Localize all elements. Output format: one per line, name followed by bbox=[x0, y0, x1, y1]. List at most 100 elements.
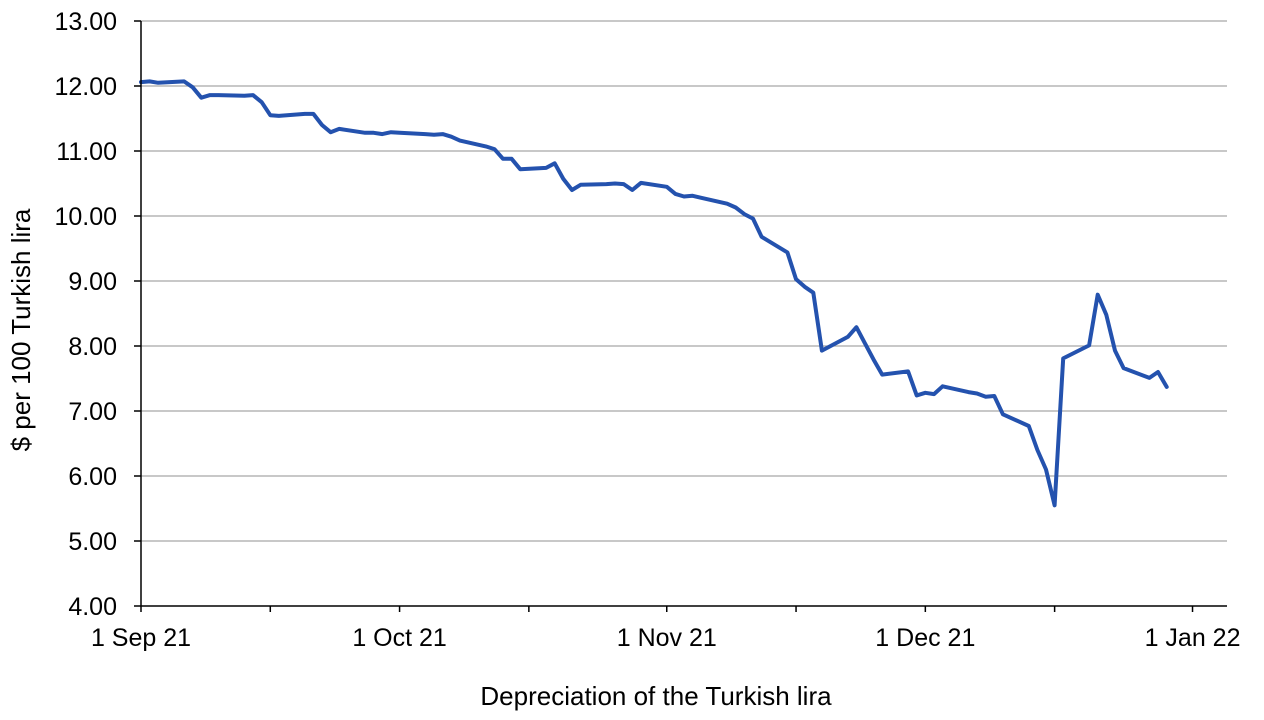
data-point bbox=[1044, 468, 1048, 471]
data-point bbox=[984, 395, 988, 399]
data-point bbox=[441, 132, 445, 136]
y-tick-label: 4.00 bbox=[68, 593, 117, 621]
data-point bbox=[389, 130, 393, 134]
data-point bbox=[380, 132, 384, 136]
data-point bbox=[863, 341, 867, 345]
data-point bbox=[1035, 448, 1039, 452]
axes bbox=[140, 21, 1227, 607]
y-axis-title: $ per 100 Turkish lira bbox=[6, 208, 36, 451]
data-point bbox=[613, 182, 617, 185]
data-point bbox=[742, 212, 746, 216]
data-point bbox=[492, 147, 496, 151]
data-point bbox=[854, 325, 858, 329]
data-point bbox=[484, 144, 488, 148]
gridlines bbox=[141, 20, 1227, 542]
data-point bbox=[751, 217, 755, 221]
data-point bbox=[1113, 349, 1117, 353]
x-tick-label: 1 Oct 21 bbox=[352, 624, 447, 652]
data-point bbox=[622, 182, 626, 186]
series-group bbox=[139, 79, 1169, 508]
data-point bbox=[518, 167, 522, 171]
data-point bbox=[251, 93, 255, 97]
data-point bbox=[260, 100, 264, 104]
data-point bbox=[363, 131, 367, 135]
y-tick-label: 11.00 bbox=[56, 138, 117, 166]
data-point bbox=[872, 358, 876, 362]
y-tick-label: 10.00 bbox=[54, 203, 117, 231]
data-point bbox=[1096, 293, 1100, 297]
data-point bbox=[579, 183, 583, 187]
data-point bbox=[320, 123, 324, 127]
data-point bbox=[458, 139, 462, 143]
data-point bbox=[423, 132, 427, 136]
data-point bbox=[691, 194, 695, 198]
y-tick-label: 13.00 bbox=[54, 8, 117, 36]
data-point bbox=[570, 188, 574, 192]
data-point bbox=[303, 112, 307, 116]
data-point bbox=[208, 93, 212, 97]
data-point bbox=[329, 130, 333, 134]
data-point bbox=[156, 81, 160, 85]
data-point bbox=[268, 113, 272, 117]
y-tick-label: 6.00 bbox=[68, 463, 117, 491]
y-tick-label: 5.00 bbox=[68, 528, 117, 556]
y-tick-label: 9.00 bbox=[68, 268, 117, 296]
data-point bbox=[1087, 343, 1091, 347]
x-tick-label: 1 Dec 21 bbox=[875, 624, 975, 652]
data-point bbox=[785, 250, 789, 254]
x-tick-label: 1 Jan 22 bbox=[1145, 624, 1241, 652]
data-points bbox=[139, 79, 1169, 507]
data-point bbox=[673, 192, 677, 196]
data-point bbox=[604, 182, 608, 186]
data-point bbox=[311, 112, 315, 116]
data-point bbox=[1147, 376, 1151, 380]
data-point bbox=[553, 161, 557, 165]
y-tick-label: 7.00 bbox=[68, 398, 117, 426]
data-point bbox=[1104, 313, 1108, 317]
data-point bbox=[725, 202, 729, 206]
data-point bbox=[372, 131, 376, 135]
data-point bbox=[1027, 424, 1031, 428]
data-point bbox=[242, 94, 246, 98]
x-tick-label: 1 Nov 21 bbox=[617, 624, 717, 652]
data-point bbox=[760, 235, 764, 239]
data-point bbox=[191, 85, 195, 89]
data-point bbox=[1165, 385, 1169, 389]
y-tick-label: 12.00 bbox=[54, 73, 117, 101]
y-axis-ticks: 4.00 5.00 6.00 7.00 8.00 9.00 10.00 11.00 12.00 1… bbox=[54, 8, 141, 621]
data-point bbox=[846, 335, 850, 339]
data-point bbox=[1053, 503, 1057, 507]
data-point bbox=[975, 392, 979, 395]
data-point bbox=[699, 196, 703, 200]
data-point bbox=[794, 277, 798, 281]
data-point bbox=[398, 131, 402, 135]
data-point bbox=[561, 177, 565, 181]
data-point bbox=[880, 373, 884, 377]
series-line bbox=[139, 79, 1169, 508]
data-point bbox=[906, 369, 910, 373]
data-point bbox=[501, 157, 505, 161]
data-point bbox=[682, 195, 686, 198]
data-point bbox=[803, 285, 807, 289]
data-point bbox=[665, 185, 669, 189]
data-point bbox=[932, 392, 936, 396]
data-point bbox=[811, 291, 815, 295]
data-point bbox=[923, 391, 927, 395]
x-axis-ticks: 1 Sep 21 1 Oct 21 1 Nov 21 1 Dec 21 1 Jan 22 bbox=[91, 606, 1241, 652]
data-point bbox=[630, 188, 634, 192]
data-point bbox=[639, 181, 643, 185]
data-point bbox=[1156, 370, 1160, 374]
data-point bbox=[199, 96, 203, 100]
y-tick-label: 8.00 bbox=[68, 333, 117, 361]
data-point bbox=[820, 349, 824, 353]
x-tick-label: 1 Sep 21 bbox=[91, 624, 191, 652]
data-point bbox=[217, 93, 221, 97]
x-axis-title: Depreciation of the Turkish lira bbox=[480, 681, 832, 711]
data-point bbox=[1061, 356, 1065, 360]
data-point bbox=[277, 114, 281, 118]
data-point bbox=[734, 206, 738, 209]
data-point bbox=[449, 135, 453, 139]
data-point bbox=[1122, 366, 1126, 370]
data-point bbox=[992, 394, 996, 398]
